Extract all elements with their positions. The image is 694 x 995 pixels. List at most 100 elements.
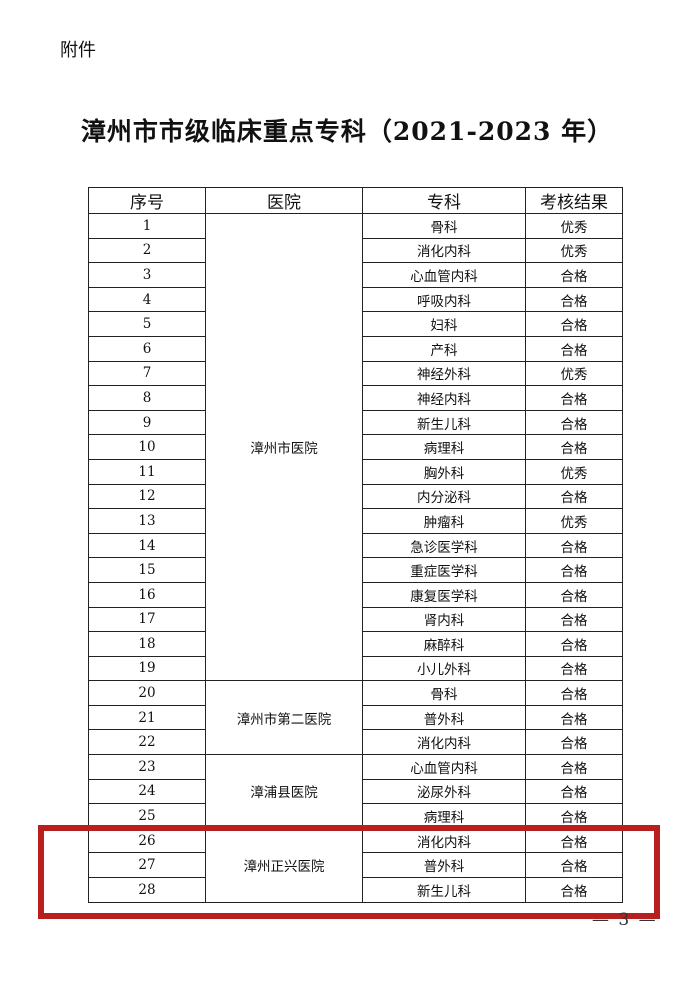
table-row: 26 漳州正兴医院 消化内科 合格 bbox=[88, 827, 623, 903]
row-number: 10 bbox=[88, 434, 206, 460]
assessment-result: 合格 bbox=[525, 286, 623, 313]
table-row: 13 肿瘤科 优秀 bbox=[88, 508, 623, 534]
row-number: 4 bbox=[88, 286, 206, 313]
header-specialty: 专科 bbox=[362, 187, 526, 214]
document-title: 漳州市市级临床重点专科（2021-2023 年） bbox=[80, 117, 614, 146]
specialty-name: 妇科 bbox=[362, 311, 526, 337]
row-number: 14 bbox=[88, 532, 206, 559]
table-row: 20 漳州市第二医院 骨科 合格 bbox=[88, 680, 623, 756]
specialty-name: 麻醉科 bbox=[362, 631, 526, 657]
assessment-result: 合格 bbox=[525, 483, 623, 510]
row-number: 28 bbox=[88, 877, 206, 903]
row-number: 1 bbox=[88, 213, 206, 239]
assessment-result: 合格 bbox=[525, 385, 623, 411]
specialty-name: 病理科 bbox=[362, 434, 526, 460]
assessment-result: 合格 bbox=[525, 729, 623, 756]
assessment-result: 合格 bbox=[525, 581, 623, 608]
specialty-name: 急诊医学科 bbox=[362, 532, 526, 559]
specialty-name: 病理科 bbox=[362, 803, 526, 829]
assessment-result: 合格 bbox=[525, 262, 623, 288]
specialty-name: 普外科 bbox=[362, 852, 526, 879]
specialty-name: 胸外科 bbox=[362, 458, 526, 485]
assessment-result: 合格 bbox=[525, 803, 623, 829]
specialty-name: 心血管内科 bbox=[362, 754, 526, 780]
assessment-result: 合格 bbox=[525, 778, 623, 805]
table-row: 17 肾内科 合格 bbox=[88, 606, 623, 633]
specialty-name: 神经内科 bbox=[362, 385, 526, 411]
table-header-row: 序号 医院 专科 考核结果 bbox=[88, 187, 623, 214]
row-number: 9 bbox=[88, 409, 206, 436]
specialty-name: 肿瘤科 bbox=[362, 508, 526, 534]
specialty-table: 序号 医院 专科 考核结果 1 漳州市医院 骨科 优秀 2 消化内科 优秀 3 心血管内科 合格 4… bbox=[88, 187, 623, 903]
row-number: 11 bbox=[88, 458, 206, 485]
assessment-result: 合格 bbox=[525, 335, 623, 362]
table-row: 25 病理科 合格 bbox=[88, 803, 623, 829]
assessment-result: 合格 bbox=[525, 754, 623, 780]
assessment-result: 合格 bbox=[525, 655, 623, 682]
row-number: 21 bbox=[88, 704, 206, 731]
header-hospital: 医院 bbox=[205, 187, 363, 214]
assessment-result: 合格 bbox=[525, 631, 623, 657]
table-row: 15 重症医学科 合格 bbox=[88, 557, 623, 583]
row-number: 5 bbox=[88, 311, 206, 337]
table-row: 23 漳浦县医院 心血管内科 合格 bbox=[88, 754, 623, 829]
specialty-name: 泌尿外科 bbox=[362, 778, 526, 805]
specialty-name: 产科 bbox=[362, 335, 526, 362]
specialty-name: 康复医学科 bbox=[362, 581, 526, 608]
assessment-result: 合格 bbox=[525, 557, 623, 583]
specialty-name: 内分泌科 bbox=[362, 483, 526, 510]
table-row: 27 普外科 合格 bbox=[88, 852, 623, 879]
hospital-name: 漳浦县医院 bbox=[205, 754, 363, 829]
assessment-result: 优秀 bbox=[525, 458, 623, 485]
specialty-name: 神经外科 bbox=[362, 360, 526, 387]
row-number: 20 bbox=[88, 680, 206, 706]
row-number: 17 bbox=[88, 606, 206, 633]
assessment-result: 合格 bbox=[525, 434, 623, 460]
table-row: 2 消化内科 优秀 bbox=[88, 237, 623, 264]
table-row: 5 妇科 合格 bbox=[88, 311, 623, 337]
row-number: 16 bbox=[88, 581, 206, 608]
specialty-name: 新生儿科 bbox=[362, 409, 526, 436]
attachment-label: 附件 bbox=[60, 40, 96, 61]
row-number: 24 bbox=[88, 778, 206, 805]
specialty-name: 骨科 bbox=[362, 213, 526, 239]
row-number: 6 bbox=[88, 335, 206, 362]
table-row: 22 消化内科 合格 bbox=[88, 729, 623, 756]
table-row: 28 新生儿科 合格 bbox=[88, 877, 623, 903]
table-row: 6 产科 合格 bbox=[88, 335, 623, 362]
row-number: 7 bbox=[88, 360, 206, 387]
specialty-name: 呼吸内科 bbox=[362, 286, 526, 313]
specialty-name: 消化内科 bbox=[362, 827, 526, 854]
row-number: 22 bbox=[88, 729, 206, 756]
row-number: 3 bbox=[88, 262, 206, 288]
table-row: 9 新生儿科 合格 bbox=[88, 409, 623, 436]
assessment-result: 优秀 bbox=[525, 237, 623, 264]
specialty-name: 肾内科 bbox=[362, 606, 526, 633]
specialty-name: 消化内科 bbox=[362, 729, 526, 756]
specialty-name: 小儿外科 bbox=[362, 655, 526, 682]
specialty-name: 重症医学科 bbox=[362, 557, 526, 583]
table-row: 1 漳州市医院 骨科 优秀 bbox=[88, 212, 623, 682]
assessment-result: 合格 bbox=[525, 877, 623, 903]
assessment-result: 合格 bbox=[525, 680, 623, 706]
assessment-result: 优秀 bbox=[525, 508, 623, 534]
row-number: 2 bbox=[88, 237, 206, 264]
specialty-name: 消化内科 bbox=[362, 237, 526, 264]
row-number: 12 bbox=[88, 483, 206, 510]
header-number: 序号 bbox=[88, 187, 206, 214]
assessment-result: 合格 bbox=[525, 409, 623, 436]
table-row: 14 急诊医学科 合格 bbox=[88, 532, 623, 559]
table-row: 21 普外科 合格 bbox=[88, 704, 623, 731]
assessment-result: 优秀 bbox=[525, 213, 623, 239]
row-number: 23 bbox=[88, 754, 206, 780]
specialty-name: 新生儿科 bbox=[362, 877, 526, 903]
assessment-result: 合格 bbox=[525, 704, 623, 731]
row-number: 8 bbox=[88, 385, 206, 411]
specialty-name: 骨科 bbox=[362, 680, 526, 706]
assessment-result: 合格 bbox=[525, 852, 623, 879]
page-number: — 3 — bbox=[592, 910, 658, 930]
specialty-name: 心血管内科 bbox=[362, 262, 526, 288]
assessment-result: 合格 bbox=[525, 532, 623, 559]
table-row: 8 神经内科 合格 bbox=[88, 385, 623, 411]
assessment-result: 合格 bbox=[525, 606, 623, 633]
